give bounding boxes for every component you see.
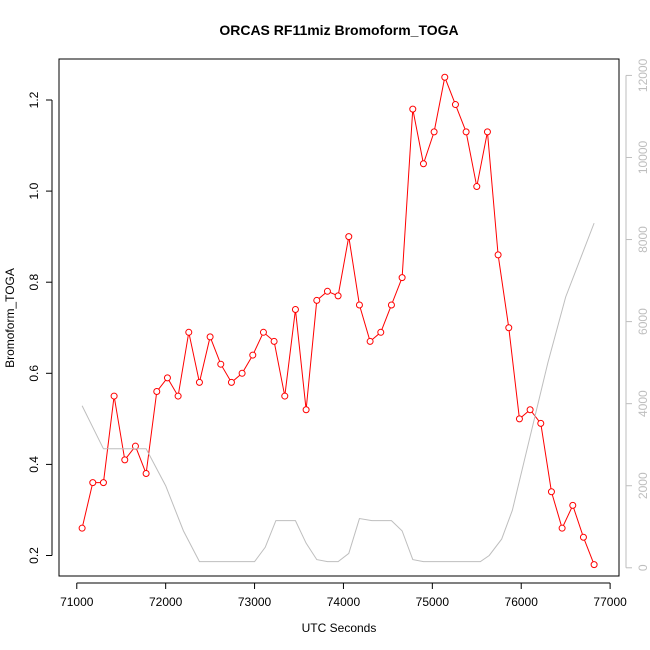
- data-point: [153, 388, 161, 396]
- data-point: [569, 501, 577, 509]
- data-point: [78, 524, 86, 532]
- data-point: [558, 524, 566, 532]
- data-point: [483, 128, 491, 136]
- y2-tick-label: 0: [636, 564, 650, 571]
- y2-tick-label: 4000: [636, 390, 650, 417]
- data-point: [281, 392, 289, 400]
- data-point: [291, 306, 299, 314]
- data-point: [590, 561, 598, 569]
- data-point: [249, 351, 257, 359]
- data-point: [99, 479, 107, 487]
- data-point: [302, 406, 310, 414]
- data-point: [174, 392, 182, 400]
- data-point: [441, 73, 449, 81]
- secondary-series-line: [81, 222, 595, 563]
- data-point: [515, 415, 523, 423]
- data-point: [227, 378, 235, 386]
- data-point: [462, 128, 470, 136]
- data-point: [547, 488, 555, 496]
- data-point: [163, 374, 171, 382]
- data-point: [142, 470, 150, 478]
- y-tick-label: 0.4: [27, 456, 41, 473]
- data-point: [334, 292, 342, 300]
- x-tick-label: 77000: [593, 595, 627, 609]
- data-point: [313, 296, 321, 304]
- y-tick-label: 1.0: [27, 182, 41, 199]
- x-tick-label: 75000: [416, 595, 450, 609]
- data-point: [323, 287, 331, 295]
- x-tick-label: 73000: [238, 595, 272, 609]
- data-point: [377, 328, 385, 336]
- data-point: [270, 337, 278, 345]
- data-point: [238, 369, 246, 377]
- data-point: [494, 251, 502, 259]
- data-point: [409, 105, 417, 113]
- y-tick-label: 1.2: [27, 91, 41, 108]
- data-point: [398, 274, 406, 282]
- y-axis-label: Bromoform_TOGA: [3, 268, 17, 368]
- x-tick-label: 76000: [505, 595, 539, 609]
- data-point: [451, 101, 459, 109]
- plot-frame: [58, 58, 620, 577]
- y-axis: 0.2 0.4 0.6 0.8 1.0 1.2: [27, 91, 53, 564]
- chart-title: ORCAS RF11miz Bromoform_TOGA: [219, 22, 458, 38]
- y2-tick-label: 8000: [636, 226, 650, 253]
- data-point: [110, 392, 118, 400]
- data-point: [505, 324, 513, 332]
- data-point: [121, 456, 129, 464]
- y-tick-label: 0.6: [27, 365, 41, 382]
- y-tick-label: 0.8: [27, 274, 41, 291]
- data-point: [473, 183, 481, 191]
- x-axis-label: UTC Seconds: [302, 621, 377, 635]
- x-tick-label: 71000: [60, 595, 94, 609]
- data-point: [185, 328, 193, 336]
- series-layer: [78, 73, 598, 569]
- y2-tick-label: 6000: [636, 308, 650, 335]
- y2-tick-label: 2000: [636, 472, 650, 499]
- y2-tick-label: 12000: [636, 58, 650, 92]
- x-axis: 71000 72000 73000 74000 75000 76000 77000: [60, 582, 627, 609]
- data-point: [217, 360, 225, 368]
- data-point: [387, 301, 395, 309]
- data-point: [131, 442, 139, 450]
- data-point: [579, 533, 587, 541]
- data-point: [195, 378, 203, 386]
- x-tick-label: 72000: [149, 595, 183, 609]
- data-point: [526, 406, 534, 414]
- secondary-y-axis: 0 2000 4000 6000 8000 10000 12000: [625, 58, 650, 571]
- data-point: [89, 479, 97, 487]
- y-tick-label: 0.2: [27, 547, 41, 564]
- data-point: [355, 301, 363, 309]
- data-point: [259, 328, 267, 336]
- data-point: [206, 333, 214, 341]
- y2-tick-label: 10000: [636, 140, 650, 174]
- data-point: [345, 233, 353, 241]
- data-point: [430, 128, 438, 136]
- data-point: [366, 337, 374, 345]
- x-tick-label: 74000: [327, 595, 361, 609]
- data-point: [537, 419, 545, 427]
- data-point: [419, 160, 427, 168]
